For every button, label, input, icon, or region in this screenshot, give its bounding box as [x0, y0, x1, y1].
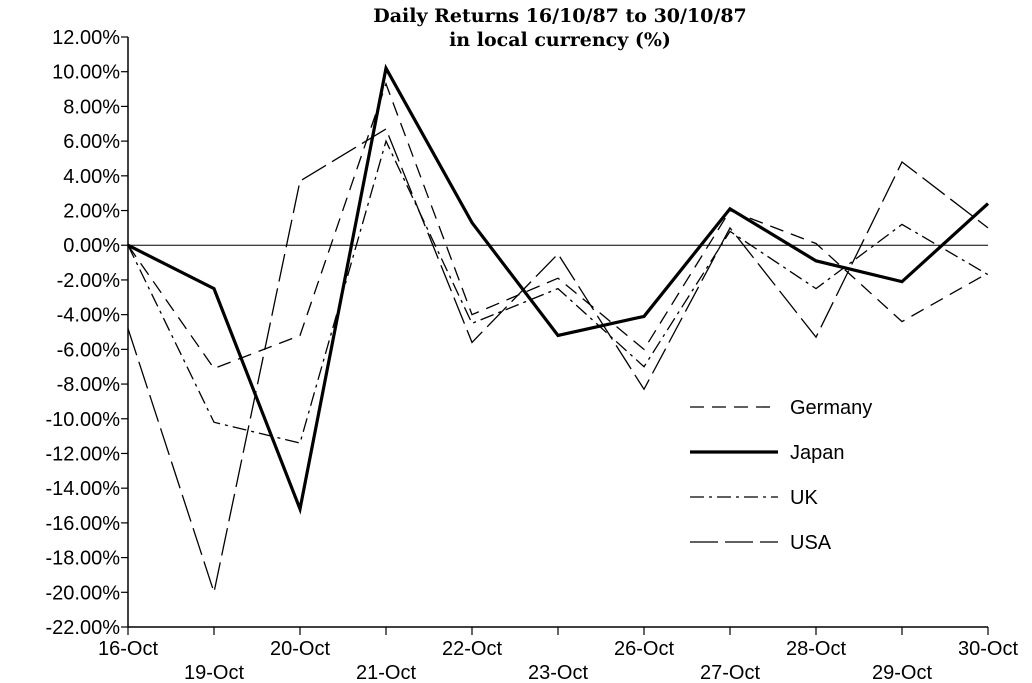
- legend-label-usa: USA: [790, 532, 832, 554]
- y-tick-label: -20.00%: [46, 582, 121, 604]
- legend-label-germany: Germany: [790, 397, 872, 419]
- y-tick-label: 12.00%: [52, 27, 120, 49]
- y-tick-label: -10.00%: [46, 409, 121, 431]
- y-tick-label: -18.00%: [46, 548, 121, 570]
- y-tick-label: -6.00%: [57, 339, 121, 361]
- x-tick-label: 21-Oct: [356, 662, 416, 683]
- axes: 12.00% 10.00% 8.00% 6.00% 4.00% 2.00% 0.00% -2.…: [46, 27, 1019, 683]
- y-tick-label: -8.00%: [57, 374, 121, 396]
- x-tick-label: 23-Oct: [528, 662, 588, 683]
- y-tick-label: -12.00%: [46, 443, 121, 465]
- legend-label-japan: Japan: [790, 442, 845, 464]
- y-tick-label: 10.00%: [52, 62, 120, 84]
- series-line-usa: [127, 128, 989, 595]
- x-tick-label: 16-Oct: [98, 638, 158, 660]
- series-line-germany: [127, 81, 989, 370]
- y-tick-label: 2.00%: [63, 201, 120, 223]
- x-tick-label: 19-Oct: [184, 662, 244, 683]
- y-tick-label: 4.00%: [63, 166, 120, 188]
- y-tick-label: -4.00%: [57, 305, 121, 327]
- x-tick-label: 27-Oct: [700, 662, 760, 683]
- y-tick-label: 6.00%: [63, 131, 120, 153]
- x-tick-label: 29-Oct: [872, 662, 932, 683]
- y-tick-label: -22.00%: [46, 617, 121, 639]
- y-tick-label: 0.00%: [63, 235, 120, 257]
- x-tick-label: 20-Oct: [270, 638, 330, 660]
- legend: Germany Japan UK USA: [690, 397, 872, 554]
- x-tick-label: 30-Oct: [958, 638, 1018, 660]
- legend-label-uk: UK: [790, 487, 818, 509]
- series-group: [127, 63, 990, 595]
- y-tick-label: -2.00%: [57, 270, 121, 292]
- chart-subtitle: in local currency (%): [449, 29, 671, 51]
- x-tick-label: 28-Oct: [786, 638, 846, 660]
- y-tick-label: -14.00%: [46, 478, 121, 500]
- y-tick-label: 8.00%: [63, 96, 120, 118]
- x-tick-label: 26-Oct: [614, 638, 674, 660]
- x-tick-label: 22-Oct: [442, 638, 502, 660]
- chart-title: Daily Returns 16/10/87 to 30/10/87: [373, 5, 747, 27]
- y-tick-label: -16.00%: [46, 513, 121, 535]
- series-line-uk: [127, 139, 989, 444]
